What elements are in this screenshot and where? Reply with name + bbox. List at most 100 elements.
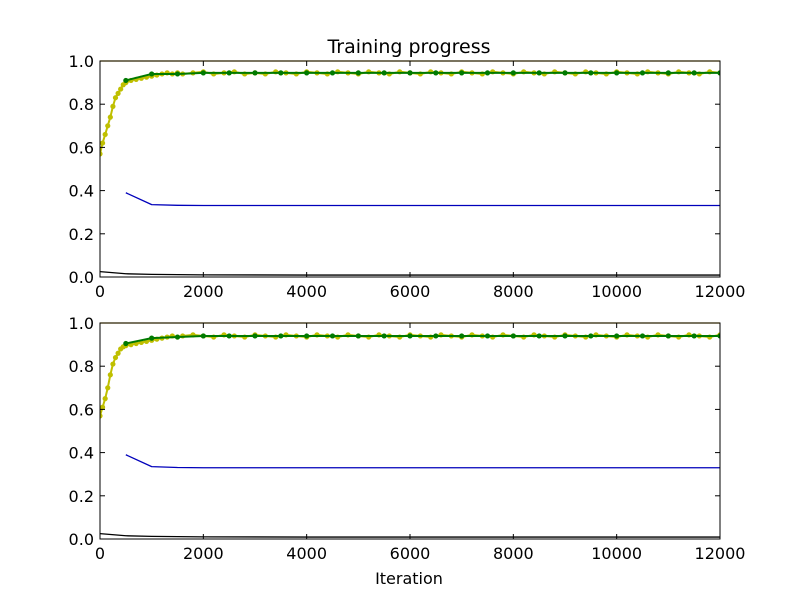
chart-title: Training progress xyxy=(326,36,490,58)
series-1-point xyxy=(433,70,439,76)
series-1-point xyxy=(665,333,671,339)
series-0-point xyxy=(102,396,108,402)
x-tick-label: 0 xyxy=(95,282,105,301)
y-tick-label: 0.8 xyxy=(69,357,94,376)
x-tick-label: 8000 xyxy=(493,544,534,563)
series-1-point xyxy=(691,333,697,339)
series-0-point xyxy=(110,361,116,367)
y-tick-label: 0.4 xyxy=(69,182,94,201)
series-1-point xyxy=(459,70,465,76)
series-1-point xyxy=(381,70,387,76)
series-1-point xyxy=(381,333,387,339)
series-line-2 xyxy=(125,454,720,469)
x-axis-label: Iteration xyxy=(375,569,443,588)
series-0-point xyxy=(110,103,116,109)
x-tick-label: 8000 xyxy=(493,282,534,301)
y-tick-label: 0.6 xyxy=(69,138,94,157)
series-1-point xyxy=(174,71,181,77)
series-0-point xyxy=(100,140,106,146)
y-tick-label: 0.4 xyxy=(69,444,94,463)
series-0-point xyxy=(100,413,103,419)
plot-area xyxy=(100,61,720,277)
plot-area xyxy=(100,323,720,539)
x-tick-label: 12000 xyxy=(695,282,746,301)
series-1-point xyxy=(329,70,336,76)
series-1-point xyxy=(226,70,232,76)
series-1-point xyxy=(304,70,310,76)
x-tick-label: 2000 xyxy=(183,282,224,301)
x-tick-label: 2000 xyxy=(183,544,224,563)
y-tick-label: 0.6 xyxy=(69,400,94,419)
series-1-point xyxy=(433,333,439,339)
series-1-point xyxy=(252,70,258,76)
series-1-point xyxy=(278,70,284,76)
series-1-point xyxy=(407,333,413,339)
series-1-point xyxy=(562,70,568,76)
x-tick-label: 10000 xyxy=(591,544,642,563)
x-tick-label: 6000 xyxy=(390,282,431,301)
series-1-point xyxy=(717,70,720,76)
x-tick-label: 10000 xyxy=(591,282,642,301)
y-tick-label: 0.0 xyxy=(69,268,94,287)
series-1-point xyxy=(304,333,310,339)
series-1-point xyxy=(329,333,336,339)
series-0-point xyxy=(100,404,106,410)
series-1-point xyxy=(665,70,671,76)
series-1-point xyxy=(226,333,232,339)
series-1-point xyxy=(149,335,155,341)
series-1-point xyxy=(200,333,206,339)
series-0-point xyxy=(107,114,113,120)
series-0-point xyxy=(118,86,124,92)
series-1-point xyxy=(510,333,516,339)
x-tick-label: 4000 xyxy=(286,282,327,301)
series-1-point xyxy=(200,70,206,76)
top-subplot: 0 2000 4000 6000 8000 10000 12000 0.0 0.2 0.4 0.6 0… xyxy=(69,52,746,301)
series-1-point xyxy=(484,70,491,76)
series-1-point xyxy=(407,70,413,76)
series-1-point xyxy=(536,70,542,76)
series-1-point xyxy=(355,333,361,339)
series-0-point xyxy=(102,131,108,138)
series-line-1 xyxy=(125,71,720,82)
series-1-point xyxy=(278,333,284,339)
series-1-point xyxy=(252,333,258,339)
series-1-point xyxy=(588,70,594,76)
y-tick-label: 0.8 xyxy=(69,95,94,114)
series-1-point xyxy=(355,70,361,76)
series-1-point xyxy=(639,333,646,339)
series-line-2 xyxy=(125,192,720,207)
series-0-point xyxy=(107,372,113,378)
series-1-point xyxy=(639,70,646,76)
y-tick-label: 0.0 xyxy=(69,530,94,549)
series-1-point xyxy=(174,334,181,340)
series-1-point xyxy=(510,70,516,76)
x-tick-label: 0 xyxy=(95,544,105,563)
series-1-point xyxy=(123,340,129,347)
series-0-point xyxy=(112,354,119,361)
series-1-point xyxy=(614,333,620,339)
y-tick-label: 1.0 xyxy=(69,314,94,333)
series-0-point xyxy=(105,123,111,129)
bottom-subplot: 0 2000 4000 6000 8000 10000 12000 0.0 0.2 0.4 0.6 0… xyxy=(69,314,746,563)
series-0-point xyxy=(112,95,119,101)
series-0-point xyxy=(115,90,121,96)
series-1-point xyxy=(562,333,568,339)
series-1-point xyxy=(149,71,155,77)
x-tick-label: 12000 xyxy=(695,544,746,563)
series-0-point xyxy=(105,385,111,391)
series-line-1 xyxy=(125,334,720,345)
series-1-point xyxy=(614,70,620,76)
series-1-point xyxy=(588,333,594,339)
series-1-point xyxy=(691,70,697,76)
series-1-point xyxy=(484,333,491,339)
y-tick-label: 0.2 xyxy=(69,225,94,244)
series-1-point xyxy=(459,333,465,339)
series-0-point xyxy=(115,350,121,356)
series-1-point xyxy=(717,333,720,339)
series-0-point xyxy=(100,151,103,157)
series-1-point xyxy=(536,333,542,339)
y-tick-label: 0.2 xyxy=(69,487,94,506)
x-tick-label: 6000 xyxy=(390,544,431,563)
y-tick-label: 1.0 xyxy=(69,52,94,71)
